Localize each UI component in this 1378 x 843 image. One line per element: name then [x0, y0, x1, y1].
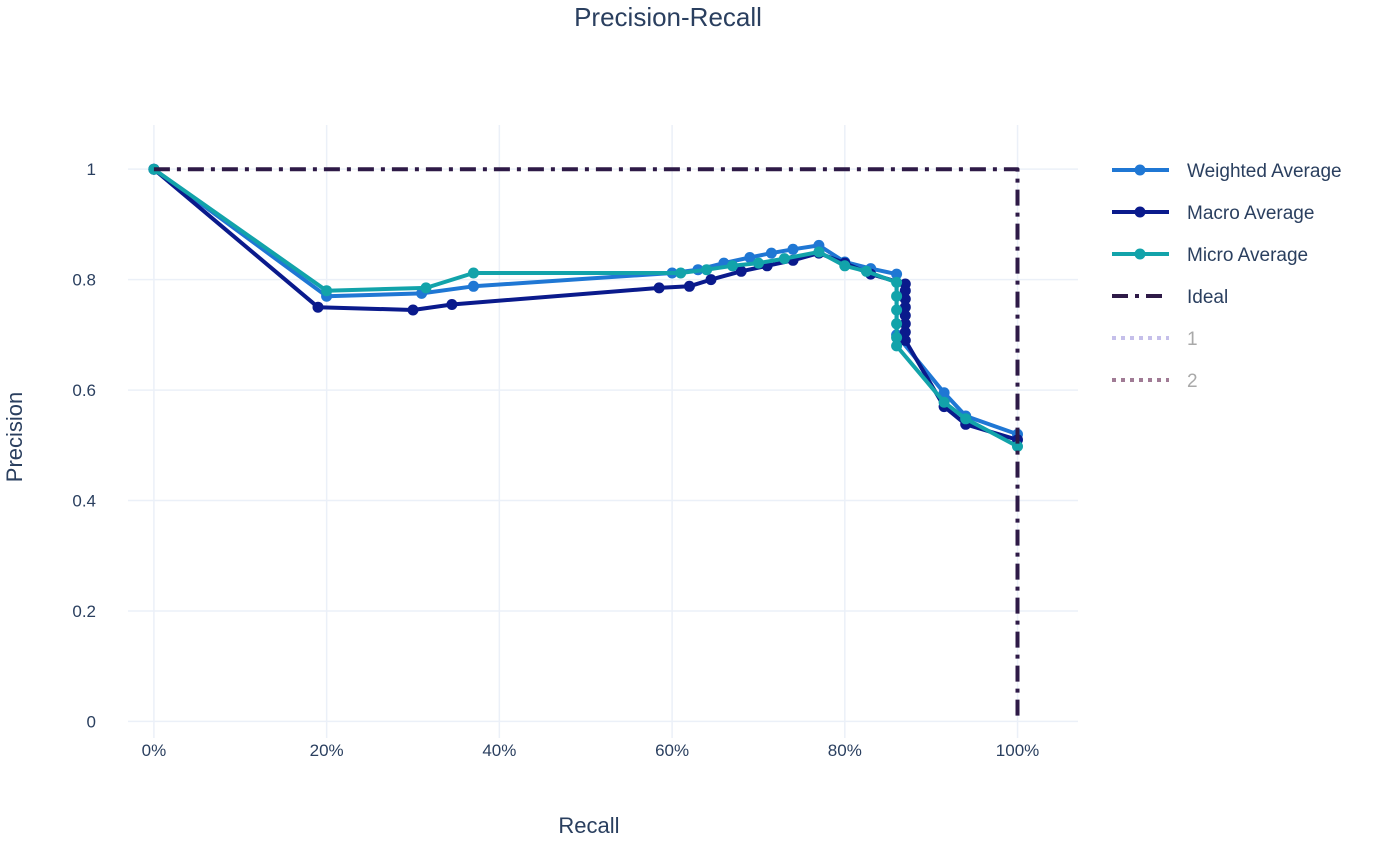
legend-item-2[interactable]: 2 — [1112, 371, 1198, 392]
data-point — [891, 332, 903, 344]
data-point — [653, 282, 665, 294]
legend-item-micro-average[interactable]: Micro Average — [1112, 245, 1308, 266]
data-point — [899, 334, 911, 346]
y-tick-label: 0.2 — [72, 602, 96, 621]
series-macro-average — [148, 163, 1023, 446]
legend-label: Ideal — [1187, 287, 1228, 308]
data-point — [744, 252, 756, 263]
data-point — [312, 301, 324, 313]
legend-label: Micro Average — [1187, 245, 1308, 266]
data-point — [407, 304, 419, 316]
legend-item-1[interactable]: 1 — [1112, 329, 1198, 350]
data-point — [468, 280, 479, 292]
axis-ticks: 0% 20% 40% 60% 80% 100% 0 0.2 0.4 0.6 0.8 1 — [72, 160, 1039, 760]
data-point — [938, 396, 950, 408]
data-point — [938, 387, 950, 399]
legend-label: 2 — [1187, 371, 1198, 392]
data-point — [839, 260, 851, 272]
data-point — [468, 267, 479, 279]
chart-title: Precision-Recall — [574, 2, 762, 32]
data-point — [891, 276, 903, 288]
y-tick-label: 0.8 — [72, 271, 96, 290]
data-point — [860, 265, 872, 277]
data-point — [891, 304, 903, 316]
data-point — [899, 285, 911, 297]
data-point — [891, 268, 903, 280]
y-tick-label: 0 — [87, 712, 96, 731]
data-point — [891, 318, 903, 330]
y-tick-label: 1 — [87, 160, 96, 179]
legend-marker — [1134, 248, 1146, 260]
data-point — [753, 257, 764, 269]
data-point — [446, 299, 458, 310]
x-tick-label: 80% — [828, 741, 862, 760]
legend: Weighted Average Macro Average Micro Avera… — [1112, 161, 1342, 392]
data-point — [899, 310, 911, 321]
legend-item-macro-average[interactable]: Macro Average — [1112, 203, 1314, 224]
data-point — [960, 413, 972, 425]
data-point — [735, 265, 747, 277]
x-tick-label: 60% — [655, 741, 689, 760]
series-line — [152, 167, 1019, 442]
data-point — [765, 247, 777, 259]
data-point — [899, 326, 911, 338]
data-point — [813, 246, 825, 258]
plot-area — [148, 163, 1023, 722]
legend-marker — [1134, 206, 1146, 218]
data-point — [899, 301, 911, 313]
series-line — [153, 167, 1020, 722]
data-point — [891, 290, 903, 302]
y-tick-label: 0.4 — [72, 492, 96, 511]
grid-lines — [128, 125, 1078, 738]
data-point — [899, 318, 911, 330]
legend-item-weighted-average[interactable]: Weighted Average — [1112, 161, 1342, 182]
data-point — [705, 274, 717, 286]
x-axis-label: Recall — [558, 813, 619, 838]
x-tick-label: 40% — [482, 741, 516, 760]
x-tick-label: 20% — [310, 741, 344, 760]
data-point — [778, 253, 790, 265]
x-tick-label: 100% — [996, 741, 1039, 760]
series-line — [152, 167, 1019, 437]
legend-marker — [1134, 164, 1146, 176]
legend-label: 1 — [1187, 329, 1198, 350]
data-point — [727, 260, 738, 272]
x-tick-label: 0% — [142, 741, 167, 760]
series-ideal — [153, 167, 1020, 722]
data-point — [675, 267, 687, 279]
data-point — [683, 280, 695, 292]
legend-label: Weighted Average — [1187, 161, 1342, 182]
data-point — [321, 285, 333, 297]
legend-item-ideal[interactable]: Ideal — [1112, 287, 1228, 308]
data-point — [1012, 440, 1023, 452]
series-micro-average — [148, 163, 1023, 452]
data-point — [420, 282, 432, 294]
data-point — [891, 340, 903, 352]
legend-label: Macro Average — [1187, 203, 1314, 224]
data-point — [787, 243, 799, 255]
data-point — [701, 264, 713, 276]
series-line — [152, 167, 1019, 449]
series-weighted-average — [148, 163, 1023, 440]
y-axis-label: Precision — [2, 392, 27, 482]
y-tick-label: 0.6 — [72, 381, 96, 400]
data-point — [899, 293, 911, 305]
